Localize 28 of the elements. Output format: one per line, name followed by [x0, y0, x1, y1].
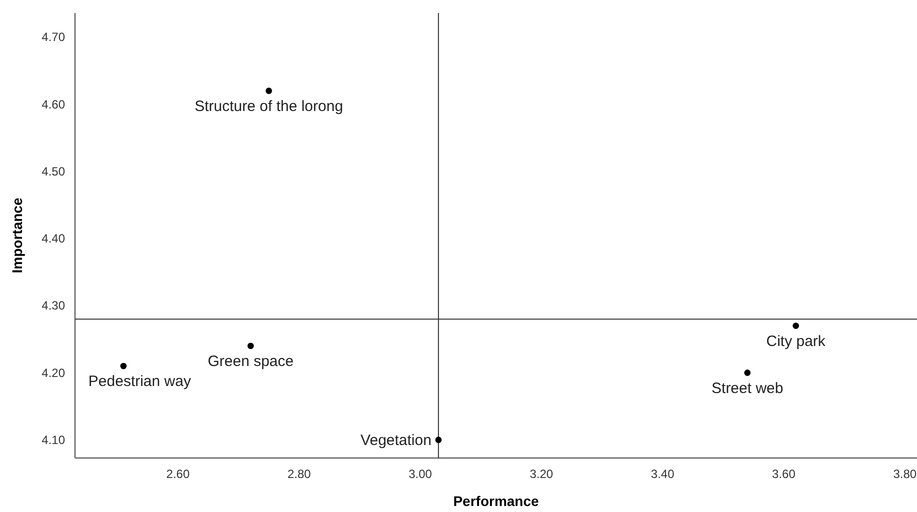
y-tick-label: 4.60 [42, 97, 66, 112]
x-tick-label: 3.20 [530, 467, 554, 481]
point [120, 362, 127, 370]
point [744, 370, 751, 376]
x-tick-label: 2.80 [287, 467, 312, 481]
point [266, 88, 272, 94]
y-tick-label: 4.30 [42, 298, 66, 313]
annotation: Structure of the lorong [194, 98, 344, 115]
annotation: Street web [712, 380, 784, 397]
annotation: City park [766, 332, 826, 350]
x-tick-label: 3.80 [893, 467, 917, 481]
point [435, 436, 442, 444]
annotation: Vegetation [360, 432, 432, 449]
point [247, 342, 254, 350]
x-tick-label: 2.60 [166, 467, 190, 481]
y-tick-label: 4.10 [42, 432, 66, 447]
x-axis-title: Performance [453, 493, 540, 509]
y-tick-label: 4.20 [42, 366, 66, 380]
point [792, 322, 800, 329]
annotation: Green space [208, 352, 294, 370]
x-tick-label: 3.60 [772, 467, 796, 481]
y-axis-title: Importance [9, 198, 25, 274]
x-tick-label: 3.40 [650, 467, 675, 481]
y-tick-label: 4.50 [42, 164, 66, 178]
x-tick-label: 3.00 [408, 467, 432, 481]
y-tick-label: 4.40 [42, 232, 66, 246]
annotation: Pedestrian way [88, 373, 192, 390]
y-tick-label: 4.70 [42, 30, 66, 44]
